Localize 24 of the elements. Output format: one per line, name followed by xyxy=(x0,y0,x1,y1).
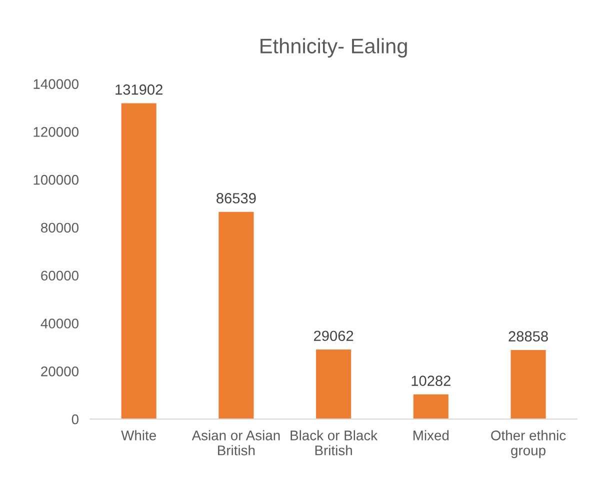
x-tick-label: Mixed xyxy=(414,430,449,440)
bar xyxy=(316,349,352,420)
bar xyxy=(413,394,448,420)
y-tick-label: 80000 xyxy=(41,222,78,233)
y-tick-label: 140000 xyxy=(34,79,78,89)
bar xyxy=(121,103,156,420)
y-tick-label: 0 xyxy=(72,414,78,424)
bar xyxy=(218,212,254,420)
y-tick-label: 20000 xyxy=(41,366,78,376)
data-label: 10282 xyxy=(412,376,450,386)
y-tick-label: 40000 xyxy=(40,318,78,328)
data-label: 29062 xyxy=(314,330,354,342)
chart-title: Ethnicity- Ealing xyxy=(260,38,407,58)
x-tick-label: White xyxy=(121,430,156,440)
y-tick-label: 120000 xyxy=(34,127,78,137)
y-tick-label: 100000 xyxy=(34,174,78,185)
y-tick-label: 60000 xyxy=(41,270,78,281)
data-label: 131902 xyxy=(116,84,162,95)
x-tick-label: Black or Black British xyxy=(290,430,378,456)
x-tick-label: Asian or Asian British xyxy=(192,430,280,456)
x-tick-label: Other ethnic group xyxy=(491,430,566,458)
data-label: 28858 xyxy=(508,331,548,342)
data-label: 86539 xyxy=(216,193,256,204)
bar xyxy=(510,350,546,420)
